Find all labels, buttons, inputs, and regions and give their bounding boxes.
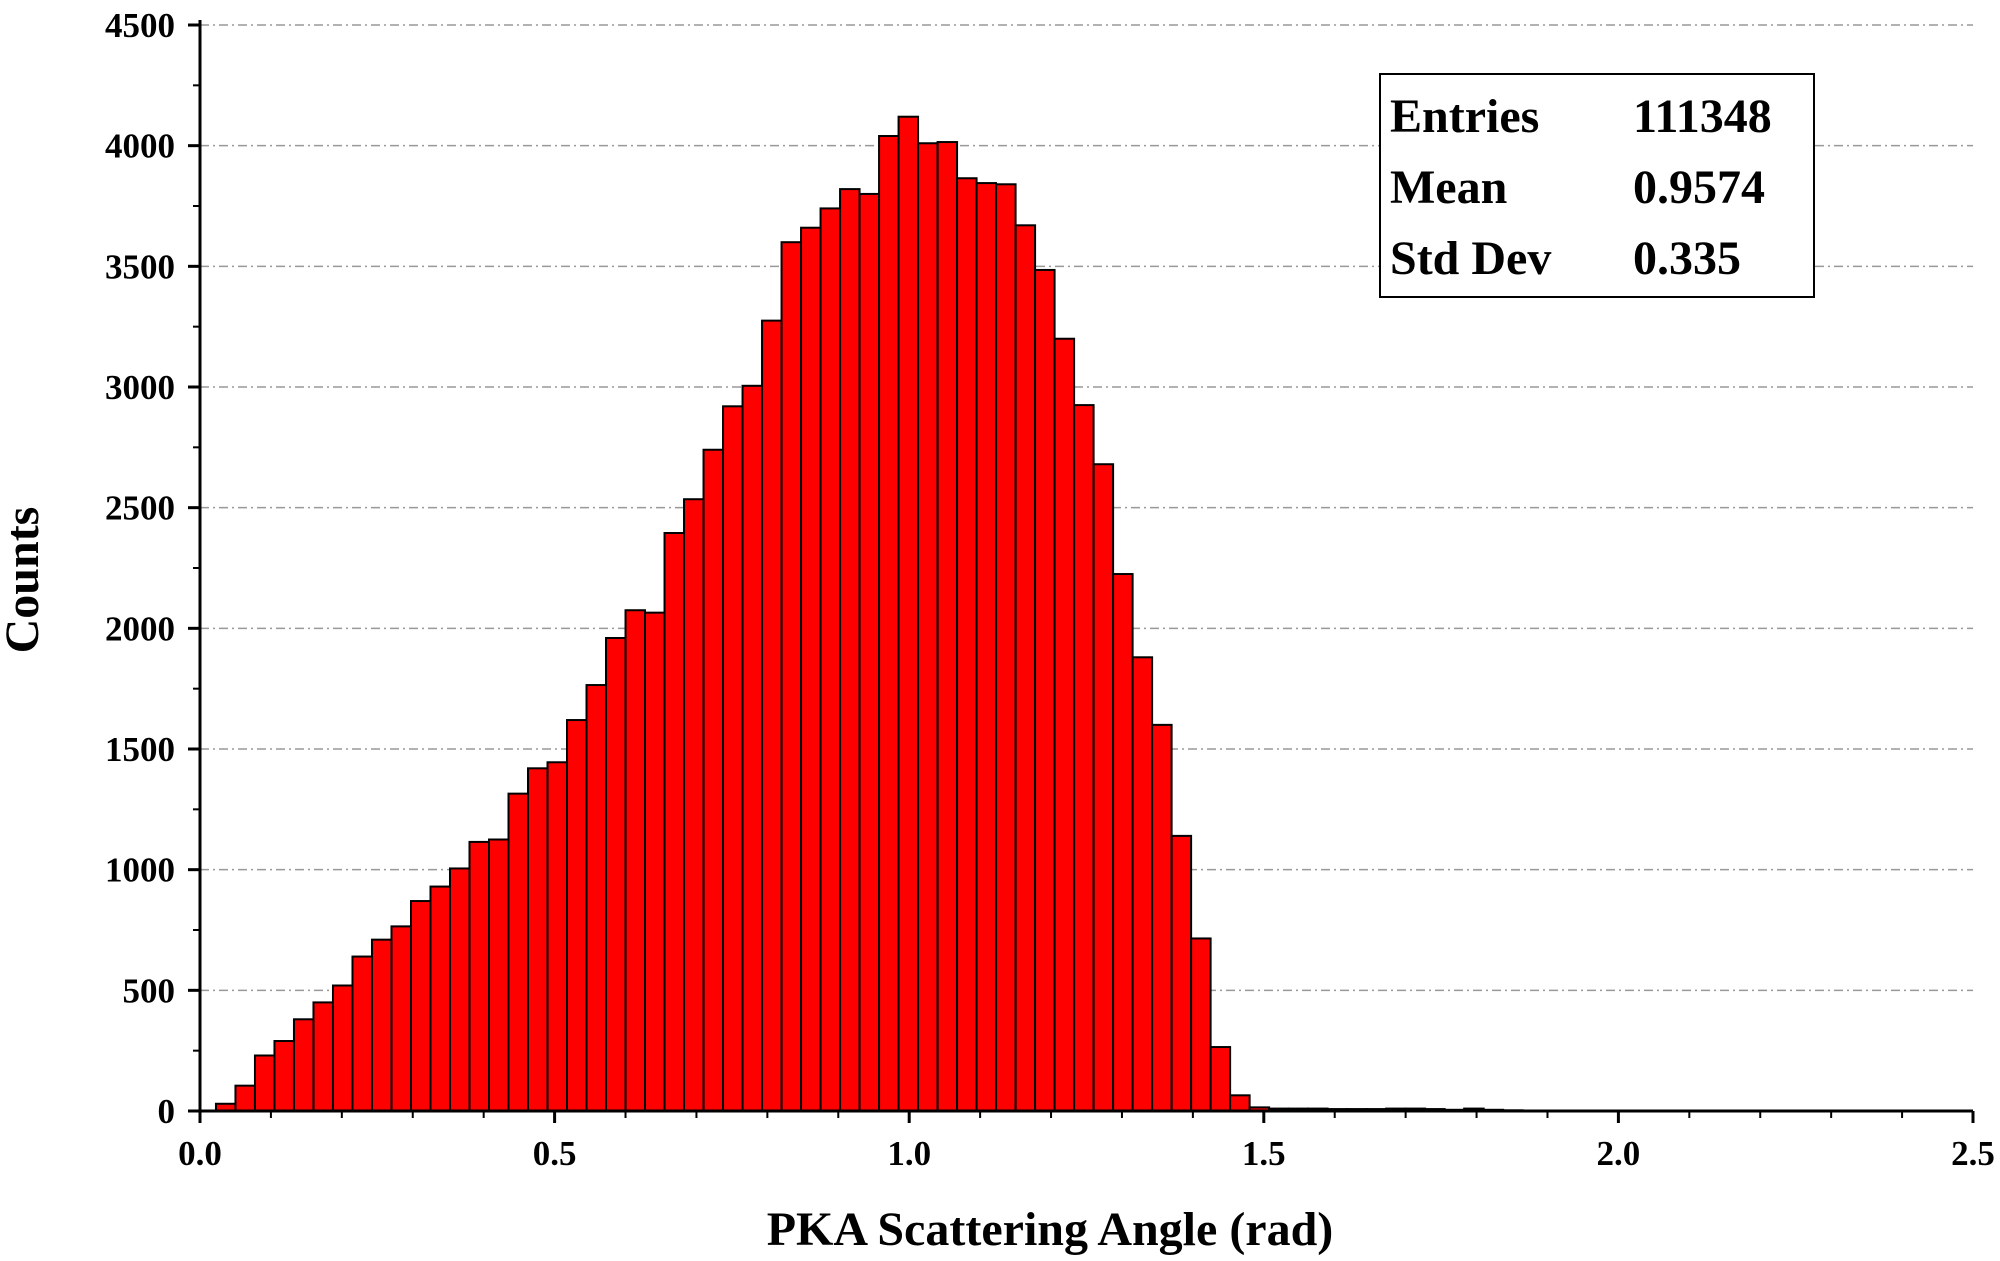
y-tick-label: 1000	[105, 851, 175, 890]
histogram-bar	[253, 1054, 276, 1112]
histogram-bar	[527, 767, 549, 1112]
y-tick-label: 2500	[105, 489, 175, 528]
histogram-bar	[624, 609, 647, 1112]
stats-box-frame	[1379, 73, 1815, 298]
histogram-bar	[566, 719, 588, 1112]
histogram-bar	[995, 183, 1017, 1112]
stats-mean-label: Mean	[1390, 161, 1507, 214]
histogram-bar	[468, 840, 490, 1112]
histogram-bar	[1112, 573, 1134, 1112]
histogram-bar	[956, 177, 978, 1113]
y-tick-label: 2000	[105, 609, 175, 648]
histogram-bar	[917, 142, 939, 1112]
y-tick-label: 1500	[105, 730, 175, 769]
histogram-bar	[819, 207, 842, 1112]
histogram-bar	[644, 611, 666, 1112]
stats-entries-label: Entries	[1390, 90, 1539, 143]
stats-mean-value: 0.9574	[1633, 161, 1765, 214]
histogram-bar	[741, 384, 764, 1112]
tick-labels: 0 500 1000 1500 2000 2500 3000 3500 4000 4500 0.0 0…	[105, 6, 1995, 1173]
histogram-bar	[1209, 1046, 1232, 1112]
x-tick-label: 2.0	[1597, 1134, 1641, 1173]
histogram-bar	[683, 498, 705, 1113]
histogram-bar	[370, 938, 393, 1112]
histogram-bar	[1053, 337, 1076, 1112]
histogram-bar	[409, 900, 432, 1112]
histogram-bar	[702, 448, 725, 1113]
stats-box: Entries 111348 Mean 0.9574 Std Dev 0.335	[1379, 73, 1815, 298]
histogram-bar	[1229, 1094, 1251, 1113]
histogram-bar	[331, 984, 354, 1112]
histogram-bar	[1014, 224, 1037, 1113]
x-tick-label: 0.0	[178, 1134, 222, 1173]
histogram-bars	[214, 115, 1544, 1113]
axes	[188, 20, 1975, 1123]
histogram-bar	[897, 115, 920, 1112]
y-tick-label: 500	[123, 971, 176, 1010]
stats-stddev-label: Std Dev	[1390, 232, 1551, 285]
histogram-bar	[722, 405, 744, 1113]
histogram-bar	[936, 141, 959, 1112]
histogram-bar	[234, 1084, 256, 1113]
histogram-bar	[663, 532, 686, 1112]
histogram-bar	[312, 1001, 334, 1113]
histogram-bar	[1034, 268, 1056, 1113]
histogram-bar	[507, 792, 530, 1112]
histogram-bar	[1190, 937, 1212, 1112]
y-tick-label: 0	[158, 1092, 176, 1131]
histogram-bar	[605, 636, 627, 1113]
histogram-bar	[390, 925, 412, 1112]
histogram-bar	[1170, 834, 1193, 1112]
histogram-bar	[878, 135, 900, 1113]
stats-entries-value: 111348	[1633, 90, 1772, 143]
histogram-bar	[487, 838, 510, 1112]
histogram-bar	[1073, 404, 1095, 1113]
x-tick-label: 2.5	[1951, 1134, 1995, 1173]
histogram-bar	[585, 684, 608, 1113]
x-tick-label: 1.0	[887, 1134, 931, 1173]
histogram-bar	[839, 188, 861, 1112]
x-axis-title: PKA Scattering Angle (rad)	[767, 1203, 1334, 1256]
y-tick-label: 3000	[105, 368, 175, 407]
histogram-bar	[273, 1040, 295, 1112]
y-tick-label: 4500	[105, 6, 175, 45]
histogram-bar	[1131, 656, 1154, 1112]
stats-stddev-value: 0.335	[1633, 232, 1741, 285]
y-axis-title: Counts	[0, 507, 49, 654]
histogram-bar	[429, 885, 451, 1112]
histogram-bar	[780, 241, 803, 1112]
histogram-bar	[858, 192, 881, 1112]
x-tick-label: 1.5	[1242, 1134, 1286, 1173]
histogram-bar	[546, 761, 569, 1112]
histogram-bar	[351, 955, 373, 1113]
histogram-bar	[292, 1018, 315, 1112]
histogram-bar	[800, 226, 822, 1113]
histogram-bar	[448, 867, 471, 1113]
y-tick-label: 3500	[105, 247, 175, 286]
x-tick-label: 0.5	[533, 1134, 577, 1173]
histogram-bar	[761, 319, 783, 1112]
histogram-bar	[975, 182, 998, 1113]
y-tick-label: 4000	[105, 127, 175, 166]
histogram-bar	[1092, 463, 1115, 1112]
histogram-bar	[1151, 723, 1173, 1112]
